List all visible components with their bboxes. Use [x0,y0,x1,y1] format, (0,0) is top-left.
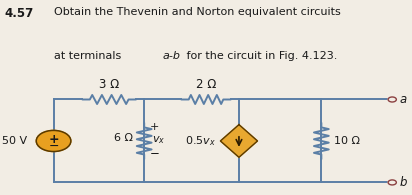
Circle shape [388,97,396,102]
Polygon shape [220,125,258,157]
Text: 4.57: 4.57 [4,7,33,20]
Text: for the circuit in Fig. 4.123.: for the circuit in Fig. 4.123. [183,51,338,61]
Text: 10 Ω: 10 Ω [334,136,360,146]
Text: Obtain the Thevenin and Norton equivalent circuits: Obtain the Thevenin and Norton equivalen… [54,7,340,17]
Text: +: + [150,122,159,132]
Circle shape [36,130,71,152]
Text: 50 V: 50 V [2,136,27,146]
Text: 6 Ω: 6 Ω [114,133,133,144]
Text: $0.5v_x$: $0.5v_x$ [185,134,216,148]
Text: −: − [48,140,59,153]
Text: a-b: a-b [163,51,181,61]
Text: +: + [48,133,59,146]
Text: $b$: $b$ [399,176,408,189]
Text: 2 Ω: 2 Ω [196,78,216,91]
Text: −: − [150,147,160,160]
Text: $a$: $a$ [399,93,407,106]
Text: at terminals: at terminals [54,51,124,61]
Text: 3 Ω: 3 Ω [99,78,119,91]
Circle shape [388,180,396,185]
Text: $v_x$: $v_x$ [152,134,165,146]
